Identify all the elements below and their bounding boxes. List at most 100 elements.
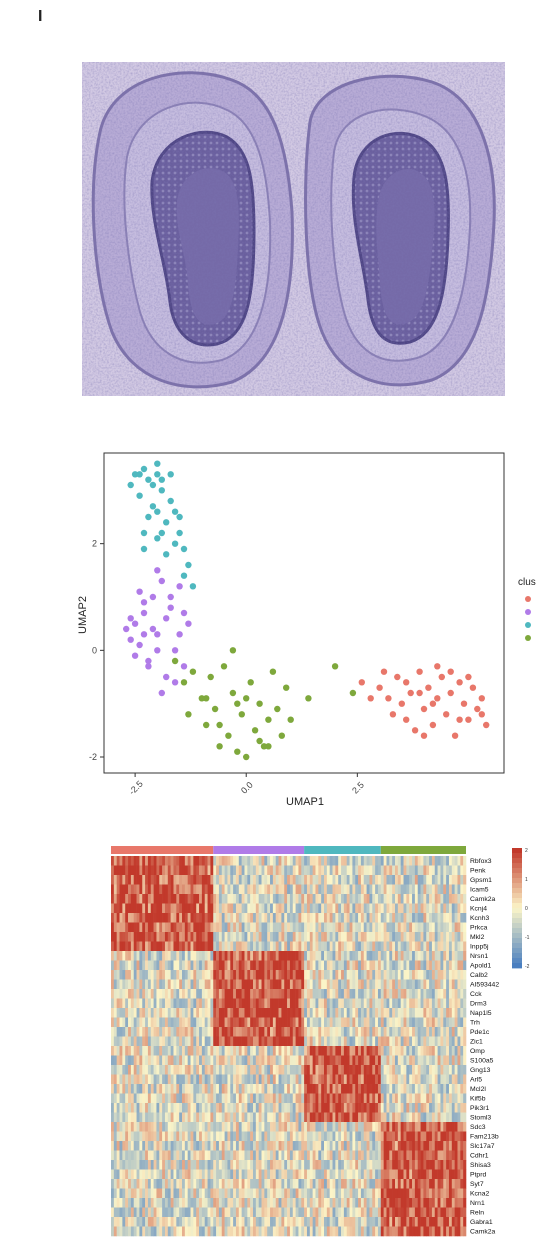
heatmap-cell: [350, 961, 353, 971]
heatmap-cell: [120, 1046, 123, 1056]
heatmap-cell: [173, 885, 176, 895]
heatmap-cell: [324, 999, 327, 1009]
heatmap-cell: [412, 951, 415, 961]
heatmap-cell: [250, 923, 253, 933]
heatmap-cell: [233, 1094, 236, 1104]
heatmap-cell: [185, 1151, 188, 1161]
heatmap-cell: [173, 1027, 176, 1037]
heatmap-cell: [148, 1056, 151, 1066]
heatmap-cell: [145, 942, 148, 952]
heatmap-cell: [333, 1046, 336, 1056]
heatmap-cell: [193, 1170, 196, 1180]
heatmap-cell: [270, 1170, 273, 1180]
heatmap-cell: [193, 1056, 196, 1066]
heatmap-cell: [239, 1189, 242, 1199]
heatmap-cell: [230, 875, 233, 885]
heatmap-cell: [134, 1141, 137, 1151]
scatter-point: [359, 679, 365, 685]
heatmap-cell: [134, 951, 137, 961]
heatmap-cell: [139, 1132, 142, 1142]
heatmap-cell: [438, 1189, 441, 1199]
heatmap-cell: [296, 1160, 299, 1170]
heatmap-cell: [369, 866, 372, 876]
heatmap-cell: [179, 1170, 182, 1180]
heatmap-cell: [409, 951, 412, 961]
heatmap-cell: [222, 970, 225, 980]
heatmap-cell: [208, 885, 211, 895]
heatmap-cell: [341, 1103, 344, 1113]
heatmap-cell: [378, 932, 381, 942]
heatmap-cell: [321, 1065, 324, 1075]
heatmap-cell: [372, 856, 375, 866]
heatmap-cell: [216, 1122, 219, 1132]
heatmap-cell: [307, 932, 310, 942]
heatmap-cell: [361, 1037, 364, 1047]
heatmap-cell: [239, 904, 242, 914]
heatmap-cell: [219, 1189, 222, 1199]
heatmap-cell: [384, 904, 387, 914]
heatmap-cell: [151, 1179, 154, 1189]
heatmap-cell: [236, 942, 239, 952]
heatmap-cell: [298, 1075, 301, 1085]
heatmap-cell: [139, 1094, 142, 1104]
heatmap-cell: [225, 875, 228, 885]
heatmap-cell: [313, 1075, 316, 1085]
heatmap-cell: [423, 932, 426, 942]
heatmap-cell: [324, 932, 327, 942]
heatmap-cell: [151, 970, 154, 980]
heatmap-cell: [415, 866, 418, 876]
heatmap-cell: [171, 1113, 174, 1123]
heatmap-cell: [191, 1141, 194, 1151]
heatmap-cell: [367, 1008, 370, 1018]
heatmap-cell: [151, 1008, 154, 1018]
heatmap-cell: [324, 885, 327, 895]
heatmap-cell: [239, 1122, 242, 1132]
heatmap-cell: [463, 1075, 466, 1085]
heatmap-cell: [165, 1141, 168, 1151]
heatmap-cell: [423, 1160, 426, 1170]
heatmap-cell: [347, 875, 350, 885]
heatmap-cell: [358, 894, 361, 904]
heatmap-cell: [358, 875, 361, 885]
heatmap-cell: [327, 904, 330, 914]
heatmap-cell: [213, 980, 216, 990]
heatmap-cell: [244, 1160, 247, 1170]
heatmap-cell: [426, 1103, 429, 1113]
heatmap-cell: [296, 1170, 299, 1180]
heatmap-cell: [219, 942, 222, 952]
heatmap-cell: [333, 1160, 336, 1170]
heatmap-cell: [114, 1189, 117, 1199]
heatmap-cell: [205, 932, 208, 942]
heatmap-cell: [384, 1122, 387, 1132]
heatmap-cell: [196, 894, 199, 904]
heatmap-cell: [210, 1217, 213, 1227]
heatmap-cell: [341, 1179, 344, 1189]
heatmap-cell: [276, 1046, 279, 1056]
heatmap-cell: [267, 1217, 270, 1227]
heatmap-cell: [239, 875, 242, 885]
heatmap-cell: [281, 951, 284, 961]
heatmap-cell: [318, 932, 321, 942]
heatmap-cell: [452, 951, 455, 961]
heatmap-cell: [131, 1037, 134, 1047]
heatmap-cell: [404, 989, 407, 999]
heatmap-cell: [361, 1018, 364, 1028]
heatmap-cell: [171, 1027, 174, 1037]
heatmap-cell: [333, 989, 336, 999]
heatmap-cell: [179, 904, 182, 914]
heatmap-cell: [355, 1151, 358, 1161]
scatter-point: [145, 663, 151, 669]
heatmap-cell: [168, 1084, 171, 1094]
heatmap-cell: [443, 932, 446, 942]
heatmap-cell: [279, 1198, 282, 1208]
heatmap-cell: [162, 980, 165, 990]
heatmap-cell: [324, 1132, 327, 1142]
heatmap-cell: [409, 1037, 412, 1047]
heatmap-cell: [455, 1132, 458, 1142]
heatmap-cell: [179, 885, 182, 895]
heatmap-cell: [219, 1132, 222, 1142]
heatmap-cell: [457, 1189, 460, 1199]
heatmap-cell: [111, 1065, 114, 1075]
heatmap-cell: [333, 1018, 336, 1028]
heatmap-cell: [395, 1103, 398, 1113]
